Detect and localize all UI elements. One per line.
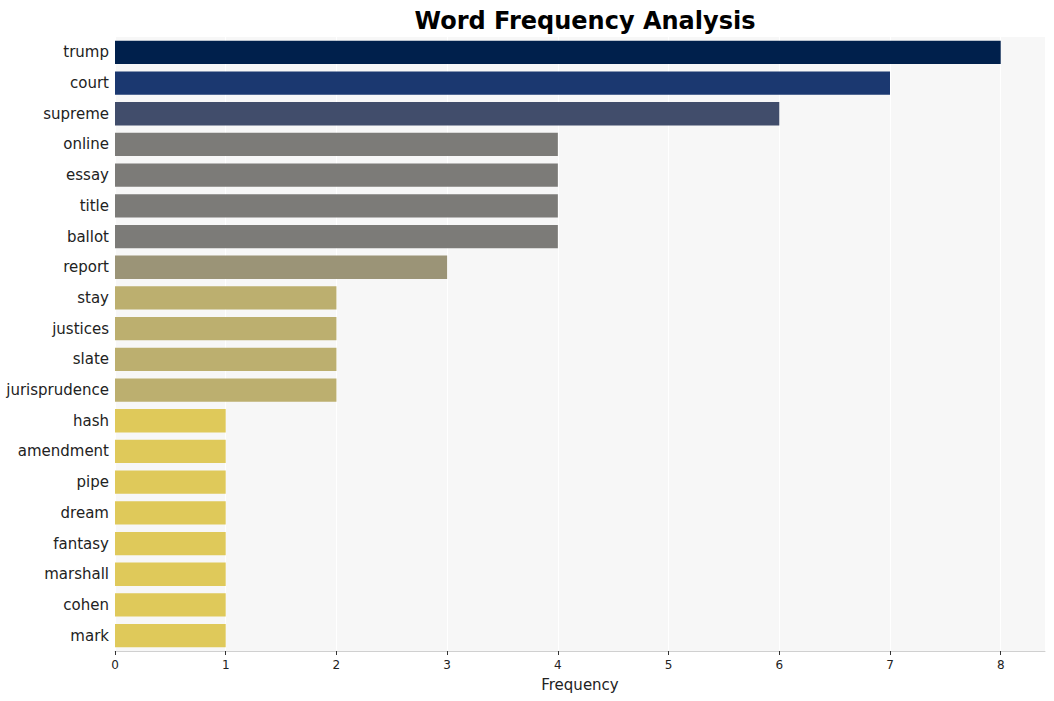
svg-text:essay: essay [66,166,109,184]
svg-text:4: 4 [554,658,562,672]
svg-text:jurisprudence: jurisprudence [5,381,109,399]
svg-text:online: online [63,135,109,153]
svg-text:justices: justices [51,320,109,338]
svg-text:title: title [80,197,109,215]
svg-text:0: 0 [111,658,119,672]
svg-text:stay: stay [77,289,109,307]
svg-text:supreme: supreme [43,105,109,123]
svg-text:ballot: ballot [67,228,109,246]
svg-text:pipe: pipe [77,473,109,491]
svg-text:2: 2 [333,658,341,672]
svg-text:court: court [70,74,109,92]
svg-text:mark: mark [70,627,109,645]
svg-text:Word Frequency Analysis: Word Frequency Analysis [415,7,756,35]
svg-text:3: 3 [443,658,451,672]
svg-text:cohen: cohen [63,596,109,614]
svg-text:Frequency: Frequency [541,676,619,694]
svg-text:8: 8 [997,658,1005,672]
svg-text:slate: slate [73,350,109,368]
svg-text:dream: dream [61,504,109,522]
svg-text:fantasy: fantasy [53,535,109,553]
svg-text:report: report [63,258,109,276]
svg-text:5: 5 [665,658,673,672]
svg-text:trump: trump [63,43,109,61]
svg-text:hash: hash [73,412,109,430]
svg-text:amendment: amendment [18,442,109,460]
svg-text:7: 7 [886,658,894,672]
svg-text:1: 1 [222,658,230,672]
svg-text:marshall: marshall [44,565,109,583]
svg-text:6: 6 [775,658,783,672]
